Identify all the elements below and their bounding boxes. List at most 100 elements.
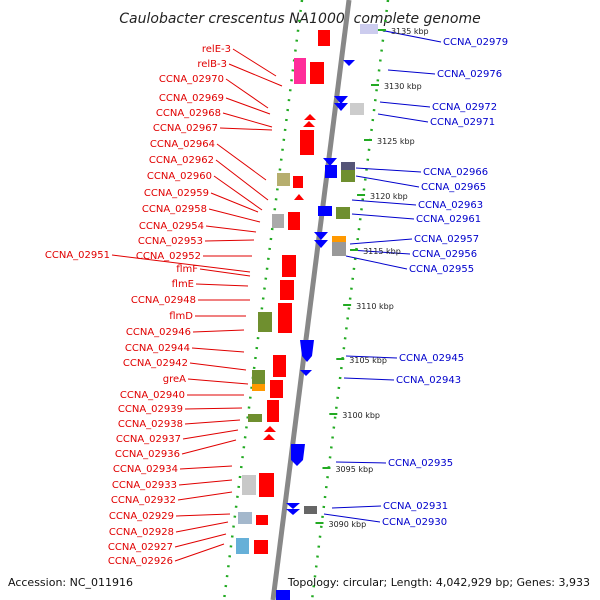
gene-arrow[interactable] xyxy=(310,62,324,84)
gene-label[interactable]: CCNA_02936 xyxy=(115,449,180,460)
gene-box[interactable] xyxy=(238,512,252,524)
gene-label[interactable]: CCNA_02953 xyxy=(138,236,203,247)
gene-arrow[interactable] xyxy=(294,194,304,200)
gene-box[interactable] xyxy=(252,384,265,391)
gene-arrow[interactable] xyxy=(314,232,328,240)
gene-box[interactable] xyxy=(336,207,350,219)
gene-label[interactable]: CCNA_02943 xyxy=(396,375,461,386)
gene-arrow[interactable] xyxy=(263,434,275,440)
gene-label[interactable]: CCNA_02927 xyxy=(108,542,173,553)
gene-label[interactable]: CCNA_02957 xyxy=(414,234,479,245)
gene-label[interactable]: flmD xyxy=(169,311,193,322)
gene-label[interactable]: CCNA_02970 xyxy=(159,74,224,85)
gene-arrow[interactable] xyxy=(259,473,274,497)
gene-label[interactable]: CCNA_02976 xyxy=(437,69,502,80)
gene-box[interactable] xyxy=(272,214,284,228)
gene-box[interactable] xyxy=(277,173,290,186)
gene-label[interactable]: CCNA_02960 xyxy=(147,171,212,182)
gene-arrow[interactable] xyxy=(334,103,348,111)
gene-label[interactable]: CCNA_02962 xyxy=(149,155,214,166)
gene-arrow[interactable] xyxy=(323,158,337,166)
gene-label[interactable]: CCNA_02940 xyxy=(120,390,185,401)
gene-label[interactable]: CCNA_02926 xyxy=(108,556,173,567)
gene-arrow[interactable] xyxy=(276,590,290,600)
gene-box[interactable] xyxy=(341,170,355,182)
gene-box[interactable] xyxy=(252,370,265,384)
gene-label[interactable]: CCNA_02932 xyxy=(111,495,176,506)
gene-label[interactable]: CCNA_02937 xyxy=(116,434,181,445)
gene-label[interactable]: CCNA_02944 xyxy=(125,343,190,354)
gene-label[interactable]: CCNA_02965 xyxy=(421,182,486,193)
gene-box[interactable] xyxy=(248,414,262,422)
gene-label[interactable]: CCNA_02930 xyxy=(382,517,447,528)
gene-arrow[interactable] xyxy=(293,176,303,188)
gene-arrow[interactable] xyxy=(300,340,314,362)
gene-arrow[interactable] xyxy=(267,400,279,422)
gene-label[interactable]: CCNA_02929 xyxy=(109,511,174,522)
gene-arrow[interactable] xyxy=(303,121,315,127)
gene-label[interactable]: CCNA_02967 xyxy=(153,123,218,134)
gene-label[interactable]: flmF xyxy=(176,264,198,275)
gene-label[interactable]: CCNA_02935 xyxy=(388,458,453,469)
gene-label[interactable]: CCNA_02952 xyxy=(136,251,201,262)
gene-arrow[interactable] xyxy=(280,280,294,300)
gene-label[interactable]: CCNA_02958 xyxy=(142,204,207,215)
gene-label[interactable]: CCNA_02931 xyxy=(383,501,448,512)
gene-arrow[interactable] xyxy=(343,60,355,66)
gene-label[interactable]: CCNA_02954 xyxy=(139,221,204,232)
gene-label[interactable]: flmE xyxy=(172,279,194,290)
gene-arrow[interactable] xyxy=(300,130,314,155)
gene-label[interactable]: CCNA_02961 xyxy=(416,214,481,225)
gene-arrow[interactable] xyxy=(286,509,300,515)
gene-label[interactable]: CCNA_02934 xyxy=(113,464,178,475)
gene-label[interactable]: CCNA_02959 xyxy=(144,188,209,199)
gene-arrow[interactable] xyxy=(278,303,292,333)
gene-arrow[interactable] xyxy=(254,540,268,554)
gene-label[interactable]: CCNA_02945 xyxy=(399,353,464,364)
gene-arrow[interactable] xyxy=(291,444,305,466)
gene-box[interactable] xyxy=(360,24,378,34)
gene-label[interactable]: CCNA_02928 xyxy=(109,527,174,538)
gene-label[interactable]: CCNA_02964 xyxy=(150,139,215,150)
gene-label[interactable]: CCNA_02933 xyxy=(112,480,177,491)
gene-box[interactable] xyxy=(258,312,272,332)
gene-label[interactable]: CCNA_02946 xyxy=(126,327,191,338)
gene-label[interactable]: greA xyxy=(163,374,186,385)
gene-label[interactable]: CCNA_02966 xyxy=(423,167,488,178)
gene-label[interactable]: CCNA_02979 xyxy=(443,37,508,48)
gene-box[interactable] xyxy=(350,103,364,115)
gene-label[interactable]: CCNA_02968 xyxy=(156,108,221,119)
gene-box[interactable] xyxy=(332,242,346,256)
gene-label[interactable]: CCNA_02969 xyxy=(159,93,224,104)
gene-arrow[interactable] xyxy=(334,96,348,104)
gene-arrow[interactable] xyxy=(273,355,286,377)
gene-box[interactable] xyxy=(332,236,346,242)
gene-label[interactable]: CCNA_02972 xyxy=(432,102,497,113)
gene-box[interactable] xyxy=(242,475,256,495)
gene-arrow[interactable] xyxy=(300,370,312,376)
gene-label[interactable]: CCNA_02963 xyxy=(418,200,483,211)
gene-label[interactable]: CCNA_02955 xyxy=(409,264,474,275)
gene-label[interactable]: CCNA_02971 xyxy=(430,117,495,128)
gene-label[interactable]: CCNA_02951 xyxy=(45,250,110,261)
gene-label[interactable]: CCNA_02939 xyxy=(118,404,183,415)
gene-box[interactable] xyxy=(236,538,249,554)
gene-arrow[interactable] xyxy=(318,206,332,216)
gene-arrow[interactable] xyxy=(282,255,296,277)
gene-label[interactable]: relE-3 xyxy=(202,44,231,55)
gene-arrow[interactable] xyxy=(286,503,300,509)
gene-label[interactable]: relB-3 xyxy=(197,59,227,70)
gene-arrow[interactable] xyxy=(325,165,337,178)
gene-arrow[interactable] xyxy=(314,240,328,248)
gene-arrow[interactable] xyxy=(288,212,300,230)
gene-box[interactable] xyxy=(294,58,306,84)
gene-box[interactable] xyxy=(304,506,317,514)
gene-label[interactable]: CCNA_02938 xyxy=(118,419,183,430)
gene-arrow[interactable] xyxy=(256,515,268,525)
gene-arrow[interactable] xyxy=(270,380,283,398)
gene-arrow[interactable] xyxy=(318,30,330,46)
gene-label[interactable]: CCNA_02948 xyxy=(131,295,196,306)
gene-label[interactable]: CCNA_02956 xyxy=(412,249,477,260)
gene-arrow[interactable] xyxy=(264,426,276,432)
gene-box[interactable] xyxy=(341,162,355,170)
